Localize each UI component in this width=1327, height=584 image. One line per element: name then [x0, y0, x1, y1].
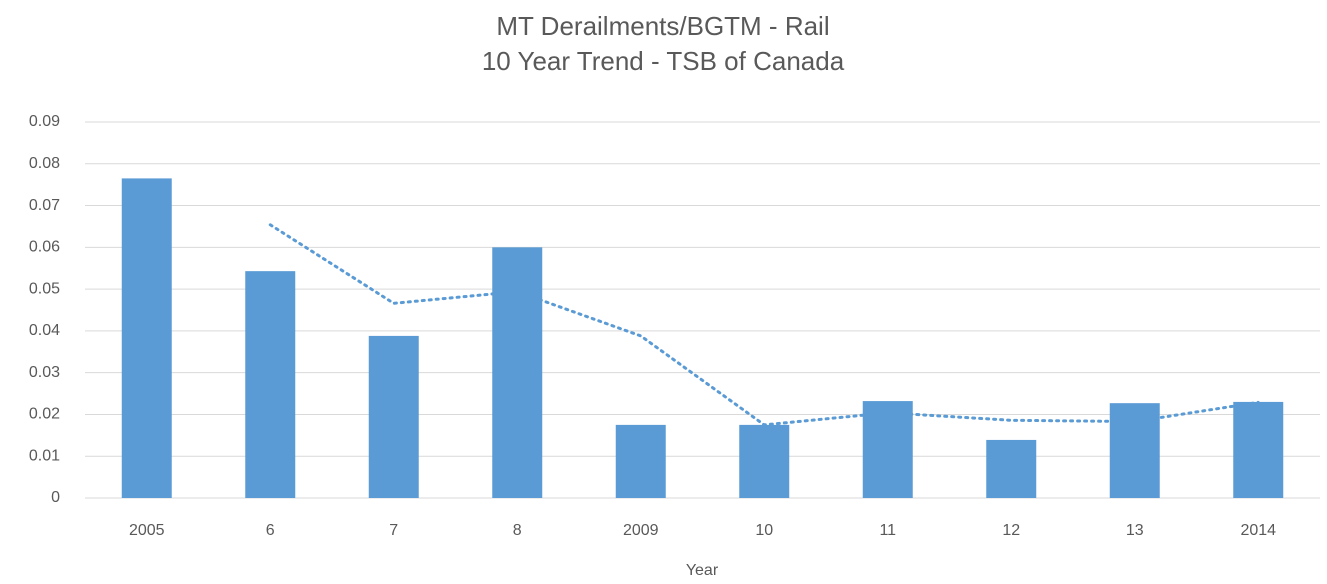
y-tick-label: 0 — [51, 489, 60, 506]
y-tick-label: 0.07 — [29, 197, 60, 214]
x-tick-label: 11 — [879, 522, 896, 539]
y-tick-label: 0.06 — [29, 239, 60, 256]
x-axis-label: Year — [686, 562, 719, 579]
y-tick-label: 0.08 — [29, 155, 60, 172]
bar — [368, 335, 419, 498]
x-tick-label: 13 — [1126, 522, 1144, 539]
y-tick-label: 0.04 — [29, 322, 60, 339]
x-tick-label: 7 — [389, 522, 398, 539]
x-tick-label: 8 — [513, 522, 522, 539]
trend-line — [268, 223, 1260, 427]
x-tick-label: 2014 — [1240, 522, 1276, 539]
bar — [492, 247, 543, 498]
bar — [245, 271, 296, 498]
bar — [986, 439, 1037, 498]
y-tick-label: 0.01 — [29, 447, 60, 464]
bar — [739, 424, 790, 498]
y-tick-label: 0.05 — [29, 280, 60, 297]
bar — [862, 401, 913, 498]
x-tick-label: 2005 — [129, 522, 165, 539]
bar — [121, 178, 172, 498]
bar — [615, 424, 666, 498]
y-tick-label: 0.09 — [29, 113, 60, 130]
bar — [1109, 403, 1160, 498]
y-tick-label: 0.02 — [29, 406, 60, 423]
x-tick-label: 2009 — [623, 522, 659, 539]
x-tick-label: 10 — [755, 522, 773, 539]
x-tick-label: 12 — [1002, 522, 1020, 539]
chart-subtitle: 10 Year Trend - TSB of Canada — [482, 46, 845, 76]
chart-title: MT Derailments/BGTM - Rail — [496, 11, 829, 41]
y-tick-label: 0.03 — [29, 364, 60, 381]
x-tick-label: 6 — [266, 522, 275, 539]
bar — [1233, 401, 1284, 498]
